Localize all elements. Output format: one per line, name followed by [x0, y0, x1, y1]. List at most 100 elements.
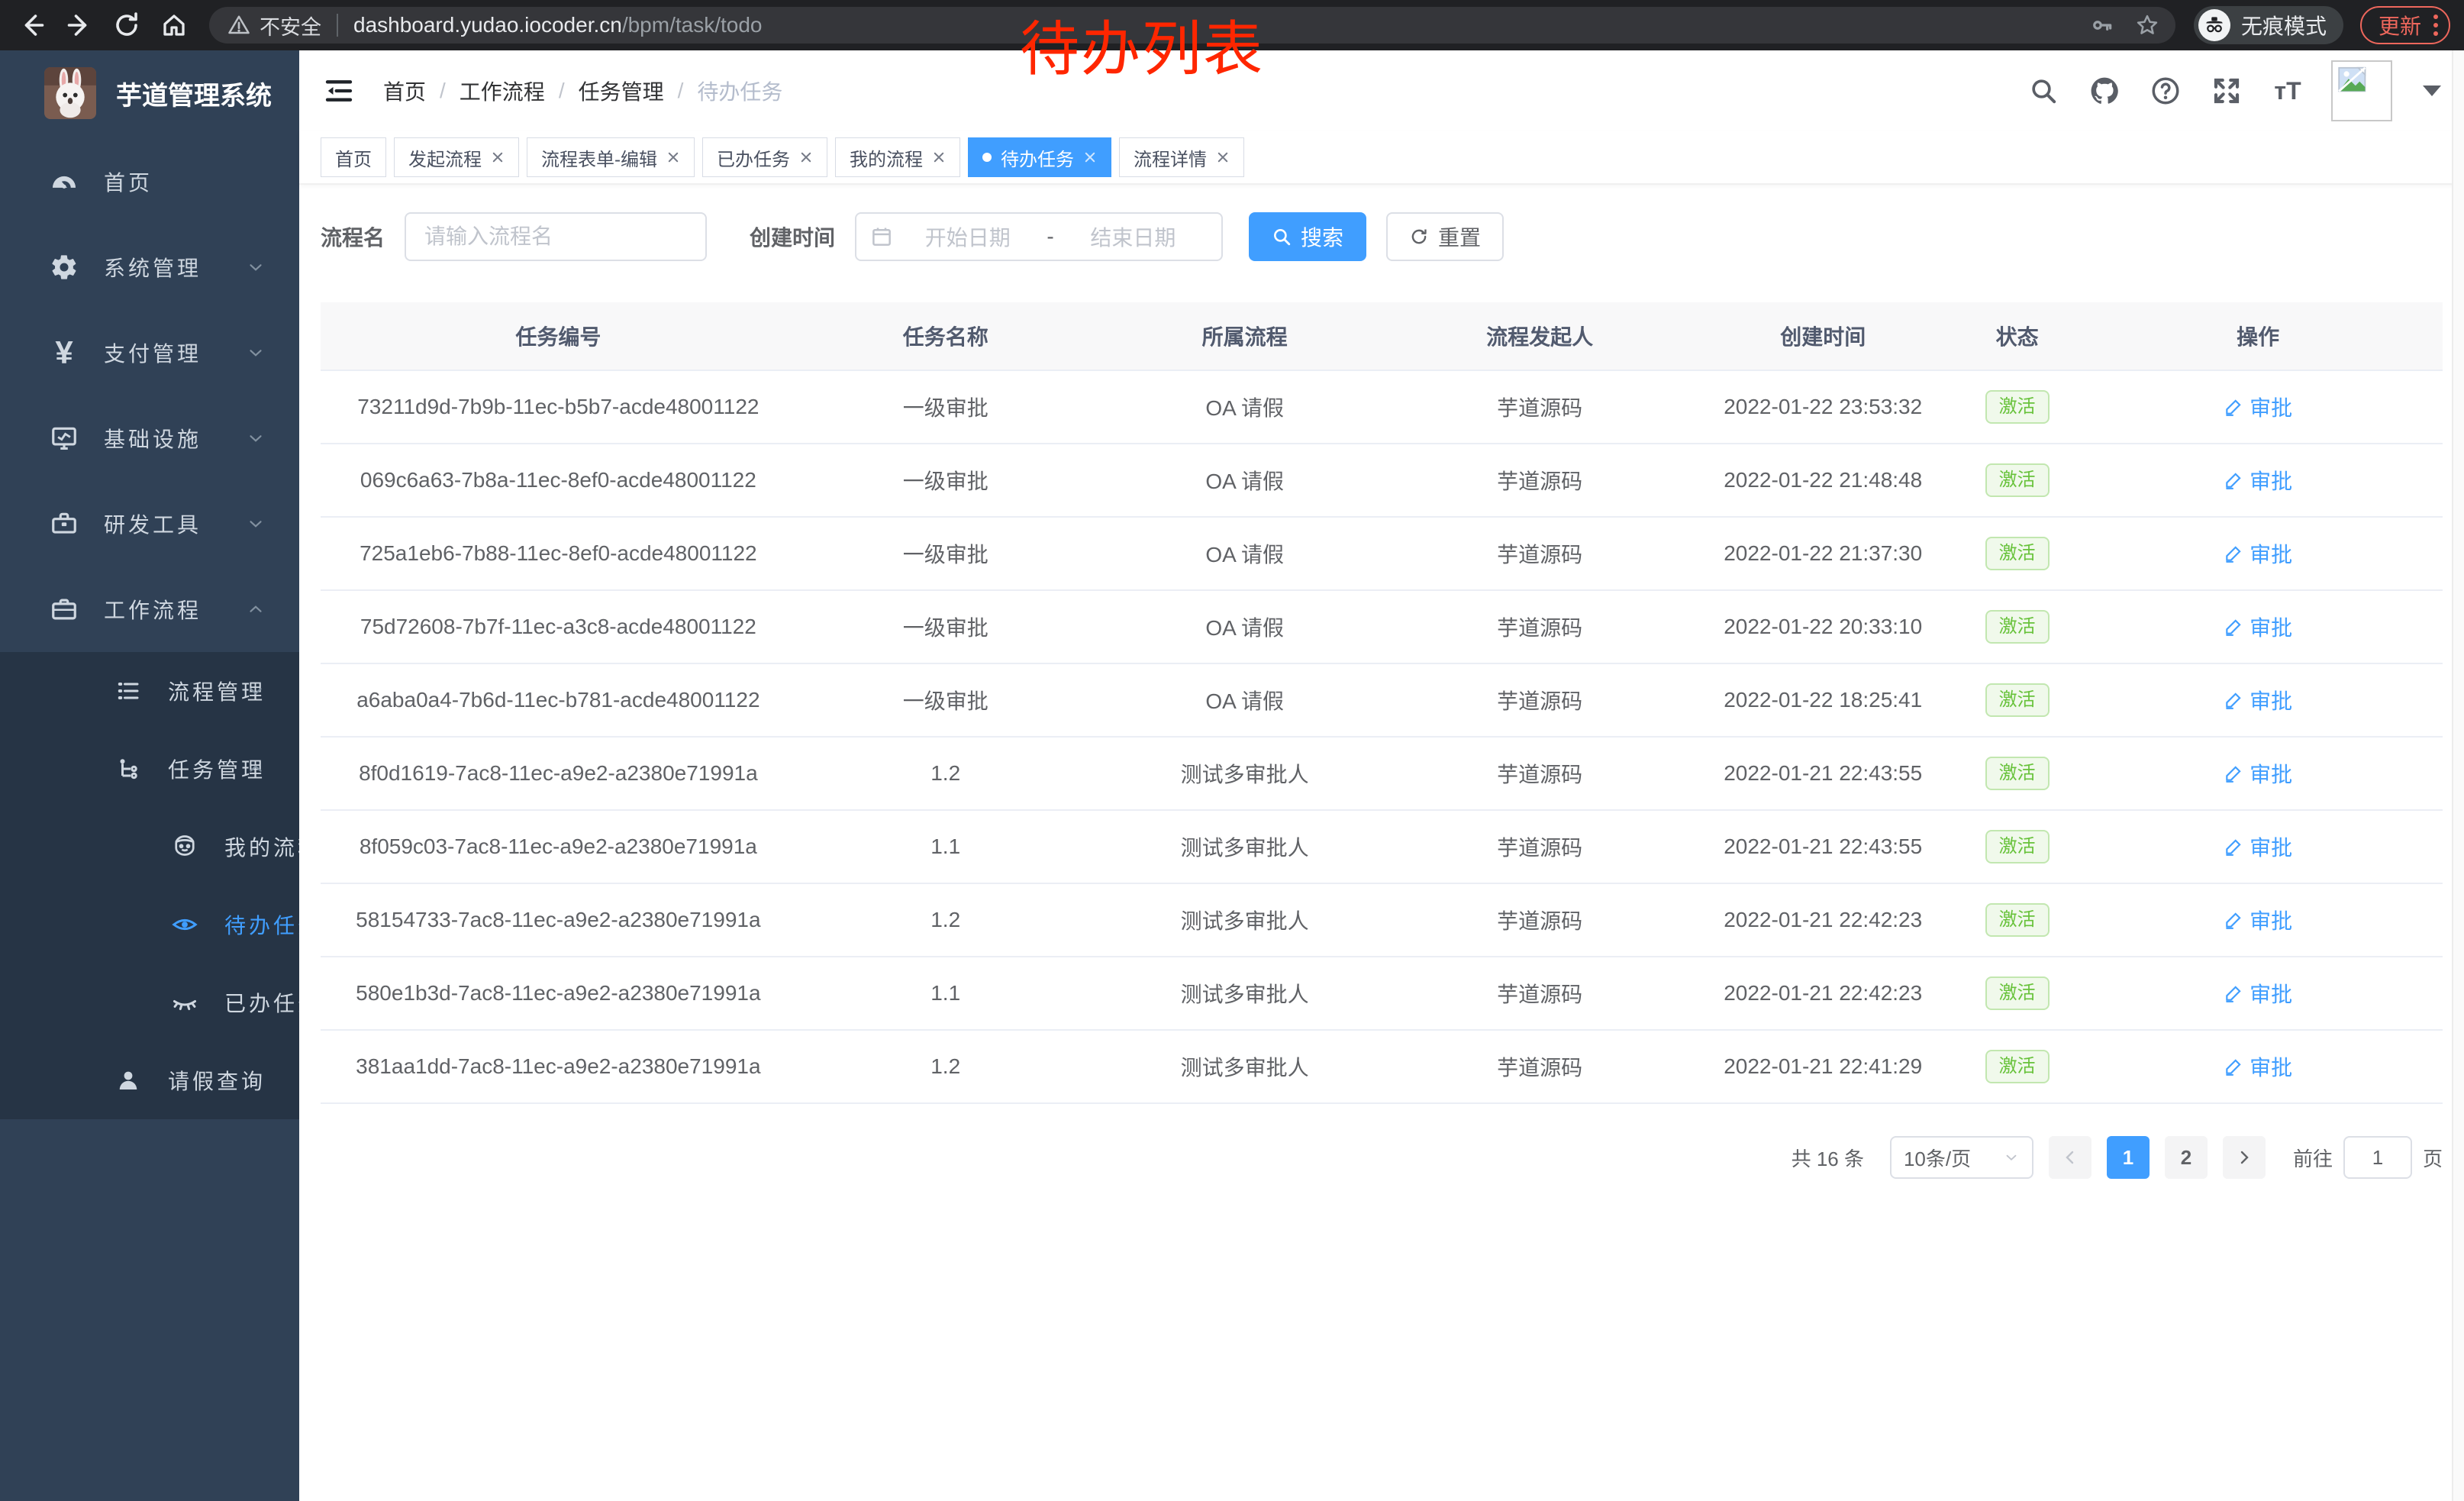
goto-label: 前往 — [2292, 1147, 2333, 1170]
avatar[interactable] — [2331, 60, 2392, 121]
approve-link[interactable]: 审批 — [2224, 1051, 2292, 1082]
close-icon[interactable] — [799, 150, 813, 164]
edit-pencil-icon — [2226, 473, 2241, 489]
fullscreen-icon[interactable] — [2209, 73, 2244, 108]
reload-icon[interactable] — [111, 10, 142, 40]
close-icon[interactable] — [1216, 150, 1230, 164]
close-icon[interactable] — [932, 150, 946, 164]
app-title: 芋道管理系统 — [116, 81, 272, 111]
table-row: 73211d9d-7b9b-11ec-b5b7-acde48001122 一级审… — [321, 371, 2443, 444]
back-icon[interactable] — [17, 10, 47, 40]
task-initiator: 芋道源码 — [1497, 983, 1583, 1006]
edit-pencil-icon — [2226, 546, 2241, 563]
task-initiator: 芋道源码 — [1497, 616, 1583, 640]
approve-link[interactable]: 审批 — [2224, 758, 2292, 789]
date-range-picker[interactable]: 开始日期 - 结束日期 — [855, 212, 1224, 261]
table-row: a6aba0a4-7b6d-11ec-b781-acde48001122 一级审… — [321, 664, 2443, 738]
sidebar-item-infrastructure[interactable]: 基础设施 — [0, 395, 299, 481]
sidebar-item-task-mgmt[interactable]: 任务管理 — [0, 730, 299, 808]
tab-todo-task[interactable]: 待办任务 — [968, 137, 1111, 177]
table-row: 75d72608-7b7f-11ec-a3c8-acde48001122 一级审… — [321, 591, 2443, 664]
breadcrumb-task-mgmt[interactable]: 任务管理 — [578, 80, 664, 104]
help-icon[interactable] — [2148, 73, 2183, 108]
tab-my-process[interactable]: 我的流程 — [835, 137, 960, 177]
chevron-down-icon — [2003, 1149, 2020, 1166]
page-size-select[interactable]: 10条/页 — [1889, 1136, 2033, 1179]
sidebar-item-system[interactable]: 系统管理 — [0, 224, 299, 310]
forward-icon[interactable] — [64, 10, 95, 40]
tab-home[interactable]: 首页 — [321, 137, 386, 177]
app-logo-row[interactable]: 芋道管理系统 — [0, 50, 299, 136]
approve-link[interactable]: 审批 — [2224, 538, 2292, 569]
eye-icon — [169, 909, 200, 940]
close-icon[interactable] — [666, 150, 680, 164]
close-icon[interactable] — [1083, 150, 1097, 164]
sidebar-collapse-icon[interactable] — [322, 74, 356, 108]
status-badge: 激活 — [1985, 1049, 2050, 1084]
task-process: OA 请假 — [1205, 470, 1285, 493]
sidebar-item-home[interactable]: 首页 — [0, 139, 299, 224]
avatar-dropdown-caret[interactable] — [2423, 86, 2441, 96]
approve-link[interactable]: 审批 — [2224, 685, 2292, 715]
task-process: 测试多审批人 — [1180, 983, 1309, 1006]
task-process: 测试多审批人 — [1180, 909, 1309, 933]
sidebar-item-process-mgmt[interactable]: 流程管理 — [0, 652, 299, 730]
edit-pencil-icon — [2226, 692, 2241, 709]
page-button-2[interactable]: 2 — [2164, 1136, 2208, 1179]
chevron-down-icon — [246, 681, 266, 701]
approve-link[interactable]: 审批 — [2224, 831, 2292, 862]
password-key-icon[interactable] — [2090, 13, 2114, 37]
approve-link[interactable]: 审批 — [2224, 465, 2292, 495]
sidebar-item-my-process[interactable]: 我的流程 — [0, 808, 299, 886]
tab-process-form-edit[interactable]: 流程表单-编辑 — [527, 137, 695, 177]
approve-link[interactable]: 审批 — [2224, 905, 2292, 935]
approve-link[interactable]: 审批 — [2224, 392, 2292, 422]
browser-update-button[interactable]: 更新 — [2359, 6, 2450, 44]
sidebar-item-workflow[interactable]: 工作流程 — [0, 567, 299, 652]
sidebar-item-devtools[interactable]: 研发工具 — [0, 481, 299, 567]
tab-start-process[interactable]: 发起流程 — [394, 137, 519, 177]
create-time-label: 创建时间 — [750, 226, 836, 250]
browser-menu-icon[interactable] — [2433, 15, 2438, 36]
bookmark-star-icon[interactable] — [2134, 12, 2160, 38]
reset-button[interactable]: 重置 — [1386, 212, 1505, 261]
task-id: 8f059c03-7ac8-11ec-a9e2-a2380e71991a — [359, 834, 757, 858]
task-created: 2022-01-21 22:42:23 — [1724, 981, 1923, 1005]
prev-page-button[interactable] — [2048, 1136, 2091, 1179]
page-button-1[interactable]: 1 — [2106, 1136, 2150, 1179]
status-badge: 激活 — [1985, 536, 2050, 571]
todo-list-annotation: 待办列表 — [1020, 15, 1265, 82]
task-id: 58154733-7ac8-11ec-a9e2-a2380e71991a — [356, 908, 761, 931]
breadcrumb-workflow[interactable]: 工作流程 — [459, 80, 545, 104]
sidebar-menu: 首页 系统管理 ¥ 支付管理 基础设施 研发工具 — [0, 136, 299, 1119]
calendar-icon — [872, 228, 891, 246]
home-icon[interactable] — [159, 10, 189, 40]
task-id: 8f0d1619-7ac8-11ec-a9e2-a2380e71991a — [359, 761, 758, 785]
search-icon[interactable] — [2026, 73, 2061, 108]
goto-page-input[interactable] — [2343, 1136, 2412, 1179]
chevron-up-icon — [246, 599, 266, 619]
tab-done-task[interactable]: 已办任务 — [702, 137, 827, 177]
dashboard-gauge-icon — [49, 166, 79, 197]
sidebar-item-done-task[interactable]: 已办任务 — [0, 964, 299, 1041]
process-name-input[interactable] — [405, 212, 708, 261]
task-created: 2022-01-22 18:25:41 — [1724, 688, 1923, 712]
sidebar-item-leave-query[interactable]: 请假查询 — [0, 1041, 299, 1119]
approve-link[interactable]: 审批 — [2224, 978, 2292, 1009]
breadcrumb-home[interactable]: 首页 — [383, 80, 427, 104]
search-button[interactable]: 搜索 — [1249, 212, 1367, 261]
approve-link[interactable]: 审批 — [2224, 612, 2292, 642]
task-created: 2022-01-22 23:53:32 — [1724, 395, 1923, 418]
github-icon[interactable] — [2087, 73, 2122, 108]
sidebar-item-todo-task[interactable]: 待办任务 — [0, 886, 299, 964]
font-size-icon[interactable]: тT — [2274, 76, 2301, 105]
task-initiator: 芋道源码 — [1497, 836, 1583, 860]
tab-process-detail[interactable]: 流程详情 — [1119, 137, 1244, 177]
next-page-button[interactable] — [2222, 1136, 2266, 1179]
close-icon[interactable] — [491, 150, 505, 164]
toolbox-icon — [49, 508, 79, 539]
col-actions: 操作 — [2237, 325, 2280, 349]
page-scrollbar[interactable] — [2452, 50, 2464, 1501]
sidebar-item-payment[interactable]: ¥ 支付管理 — [0, 310, 299, 395]
address-bar[interactable]: 不安全 dashboard.yudao.iocoder.cn/bpm/task/… — [209, 7, 2175, 44]
